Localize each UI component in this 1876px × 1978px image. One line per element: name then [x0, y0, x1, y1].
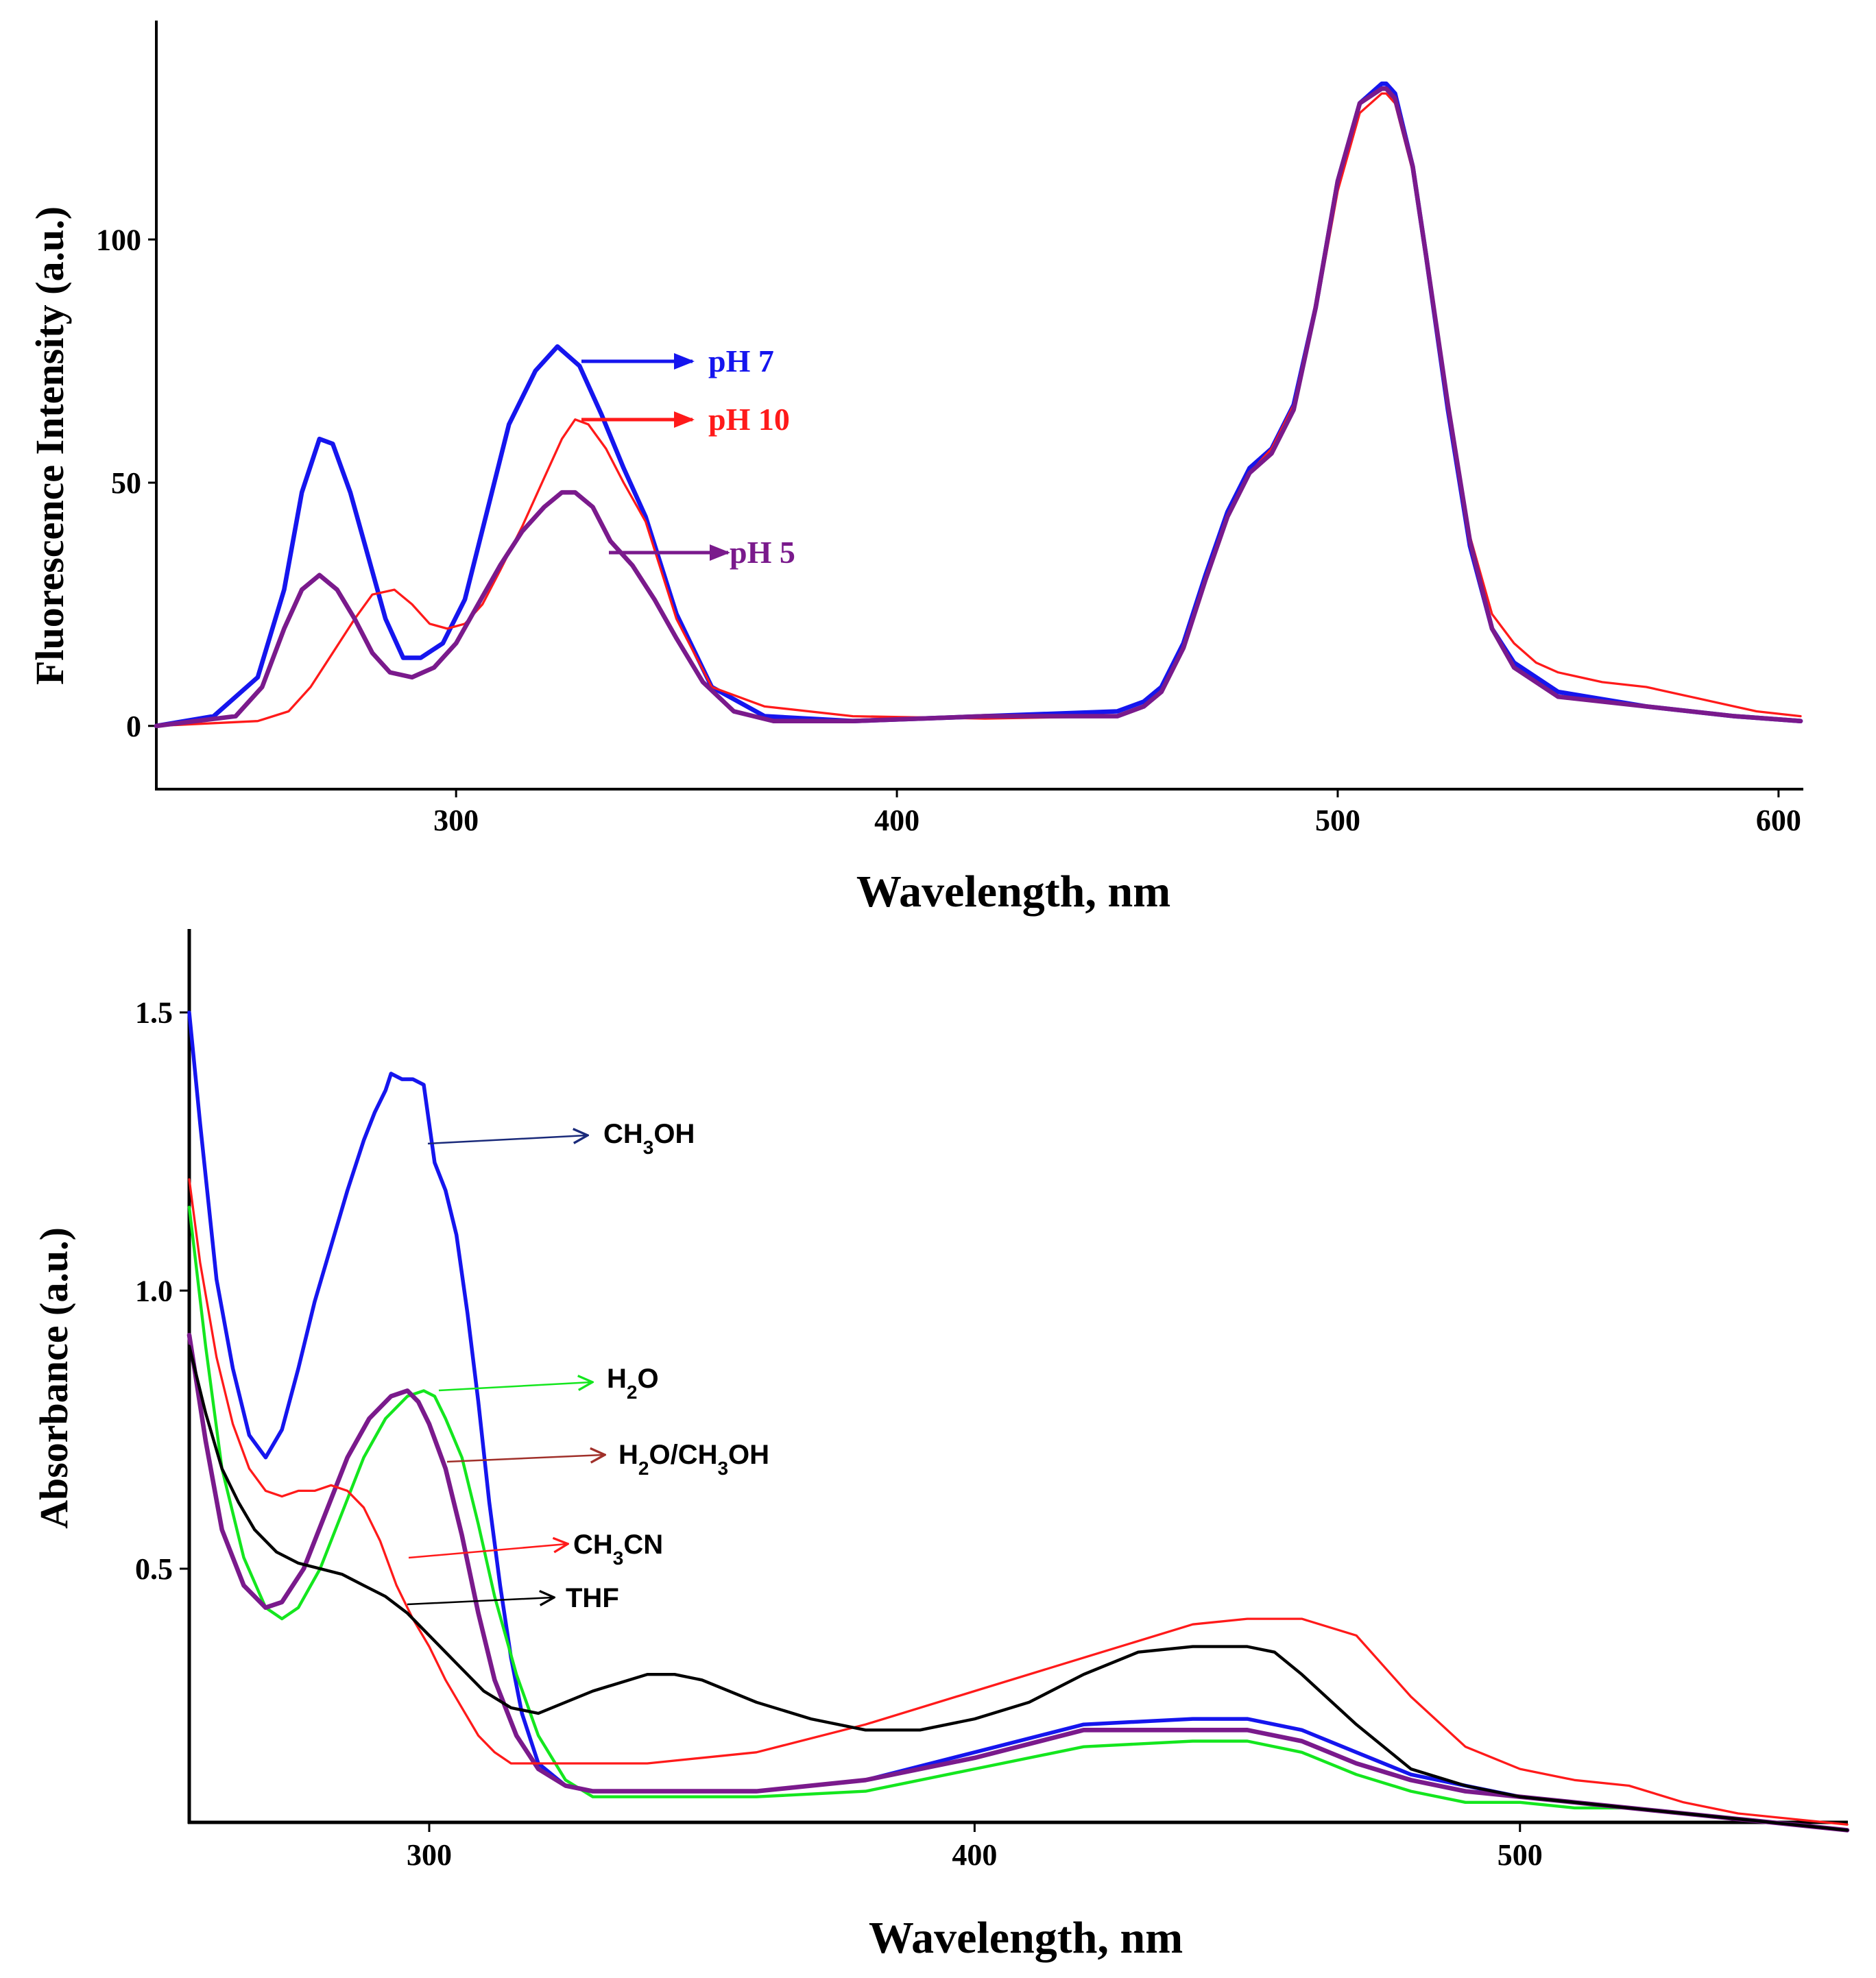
series-line-h2o [187, 1205, 1849, 1832]
x-tick-label: 400 [874, 804, 919, 837]
absorbance-x-ticks: 300 400 500 [407, 1822, 1543, 1872]
annotation-arrow-h2o-ch3oh [446, 1455, 603, 1462]
series-line-h2o-ch3oh [187, 1333, 1850, 1833]
fluorescence-annotations: pH 7 pH 10 pH 5 [581, 343, 795, 570]
fluorescence-y-axis-title: Fluorescence Intensity (a.u.) [27, 206, 72, 685]
annotation-label-ch3cn: CH3CN [573, 1530, 663, 1569]
annotation-label-ph5: pH 5 [730, 535, 795, 570]
x-tick-label: 600 [1756, 804, 1801, 837]
absorbance-y-axis-title: Absorbance (a.u.) [32, 1227, 76, 1529]
x-tick-label: 400 [952, 1838, 997, 1872]
series-line-ch3oh [187, 1010, 1849, 1833]
series-line-ph-5 [154, 86, 1803, 729]
series-line-ph-10 [155, 92, 1802, 727]
series-line-thf [187, 1344, 1849, 1832]
fluorescence-x-ticks: 300 400 500 600 [433, 789, 1801, 837]
fluorescence-x-axis-title: Wavelength, nm [856, 867, 1170, 917]
x-tick-label: 300 [407, 1838, 452, 1872]
annotation-label-thf: THF [566, 1583, 619, 1613]
annotation-label-ph10: pH 10 [708, 402, 790, 437]
annotation-label-h2o: H2O [607, 1364, 659, 1403]
y-tick-label: 50 [111, 466, 141, 500]
annotation-arrow-ch3cn [408, 1544, 566, 1559]
y-tick-label: 1.0 [135, 1274, 173, 1307]
x-tick-label: 500 [1498, 1838, 1543, 1872]
absorbance-chart: 0.5 1.0 1.5 300 400 500 Absorbance (a.u.) Wa… [32, 929, 1850, 1963]
absorbance-series [187, 1010, 1850, 1833]
series-line-ch3cn [188, 1178, 1849, 1826]
annotation-arrow-ch3oh [427, 1135, 586, 1145]
series-line-ph-7 [154, 81, 1803, 729]
y-tick-label: 0 [126, 710, 141, 743]
absorbance-y-ticks: 0.5 1.0 1.5 [135, 996, 189, 1586]
y-tick-label: 1.5 [135, 996, 173, 1030]
annotation-label-ch3oh: CH3OH [603, 1119, 695, 1158]
x-tick-label: 500 [1315, 804, 1360, 837]
y-tick-label: 0.5 [135, 1552, 173, 1586]
annotation-arrow-thf [407, 1597, 553, 1604]
fluorescence-y-ticks: 0 50 100 [96, 223, 156, 743]
annotation-arrow-h2o [438, 1382, 591, 1392]
annotation-label-ph7: pH 7 [708, 343, 774, 378]
annotation-label-h2o-ch3oh: H2O/CH3OH [618, 1440, 769, 1479]
y-tick-label: 100 [96, 223, 141, 256]
absorbance-x-axis-title: Wavelength, nm [869, 1913, 1183, 1963]
fluorescence-chart: 0 50 100 300 400 500 600 Fluorescence Intensi… [27, 21, 1803, 917]
fluorescence-series [154, 81, 1803, 729]
x-tick-label: 300 [433, 804, 479, 837]
